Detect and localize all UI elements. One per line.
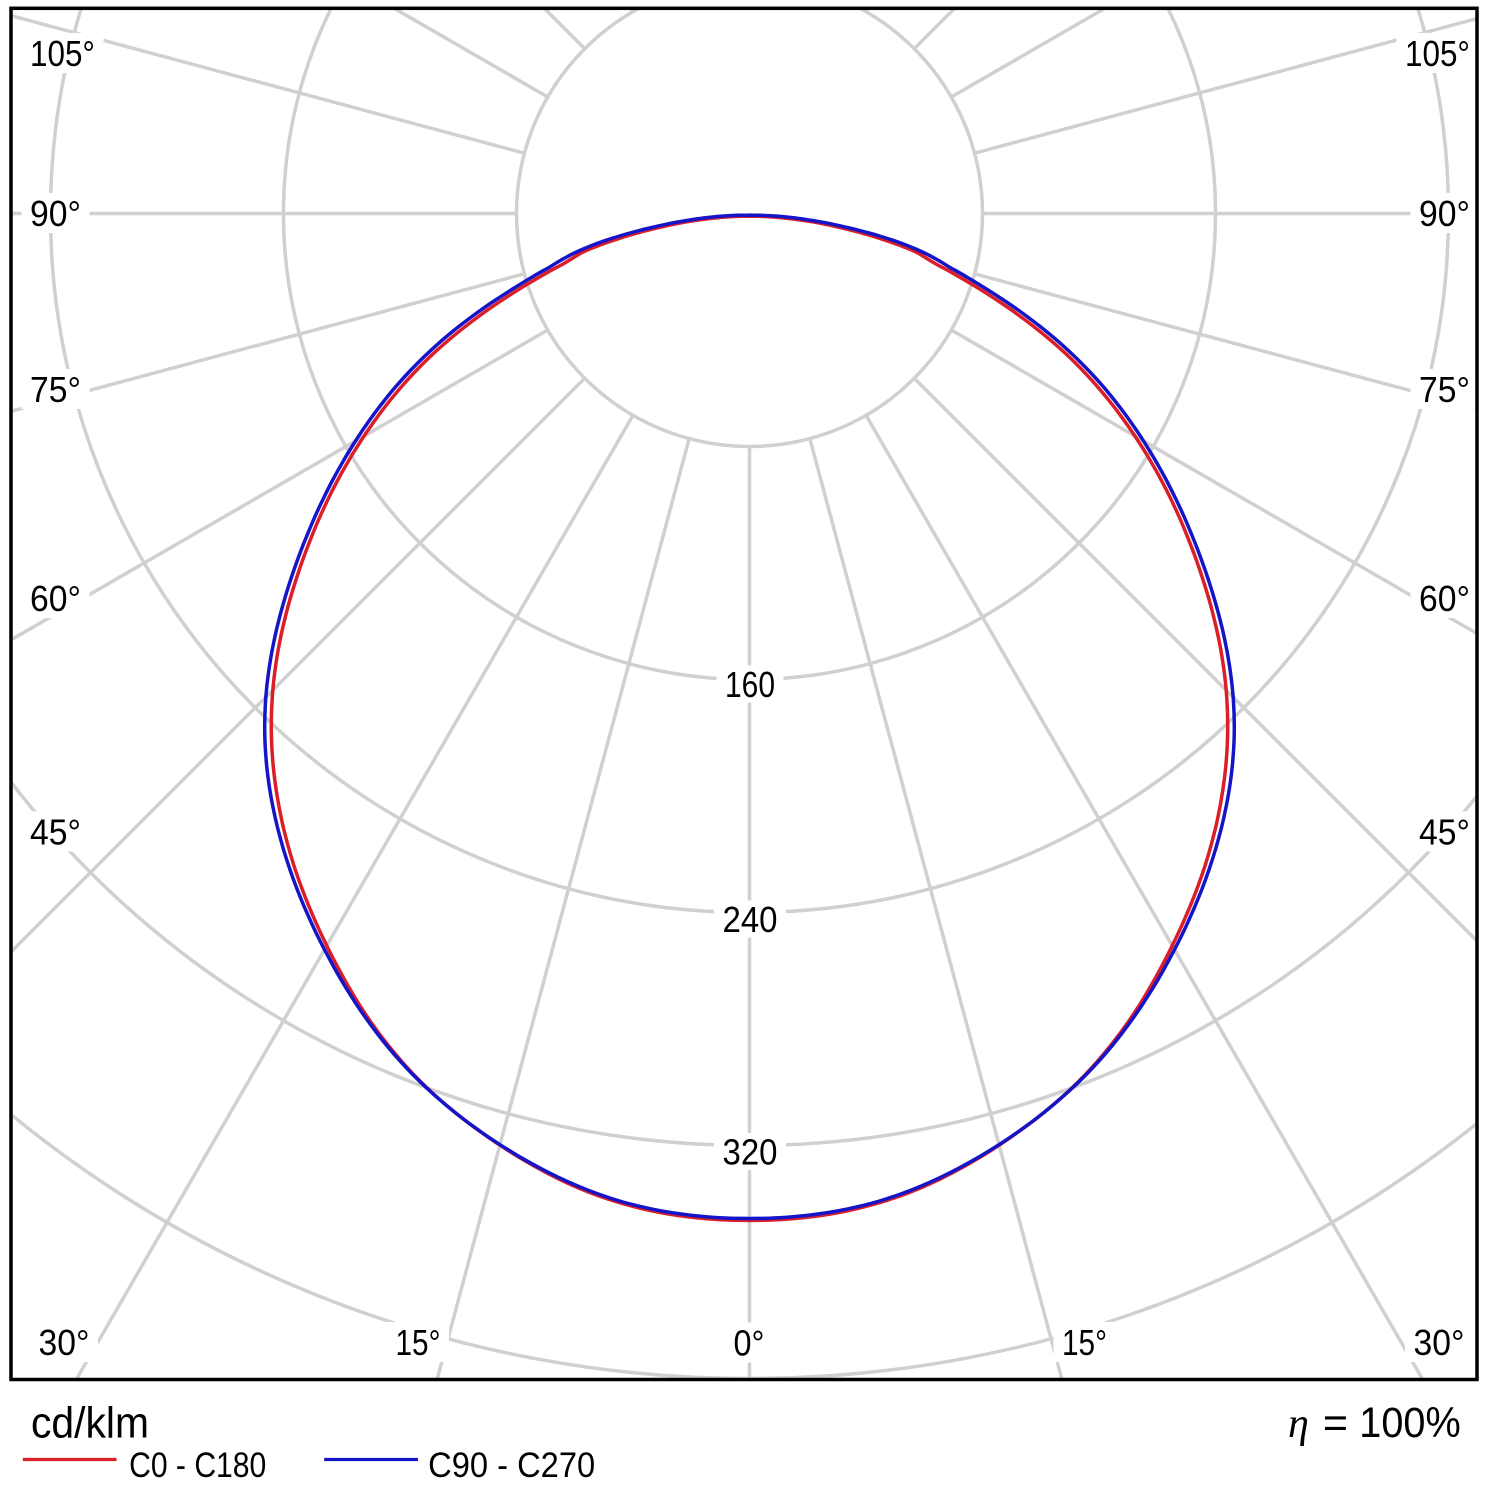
svg-text:100%: 100%: [1359, 1399, 1460, 1447]
svg-text:90°: 90°: [30, 193, 81, 234]
svg-text:45°: 45°: [30, 812, 81, 853]
svg-text:30°: 30°: [1414, 1322, 1465, 1363]
svg-text:C0 - C180: C0 - C180: [129, 1446, 266, 1485]
svg-text:η: η: [1288, 1401, 1309, 1447]
svg-text:C90 - C270: C90 - C270: [428, 1446, 595, 1485]
svg-text:105°: 105°: [30, 33, 95, 74]
svg-text:75°: 75°: [1419, 369, 1470, 410]
svg-text:320: 320: [723, 1132, 778, 1173]
svg-text:60°: 60°: [30, 578, 81, 619]
svg-text:45°: 45°: [1419, 812, 1470, 853]
svg-text:75°: 75°: [30, 369, 81, 410]
svg-text:60°: 60°: [1419, 578, 1470, 619]
svg-text:=: =: [1323, 1399, 1348, 1447]
svg-text:15°: 15°: [396, 1322, 441, 1363]
svg-text:90°: 90°: [1419, 193, 1470, 234]
svg-text:240: 240: [723, 899, 778, 940]
svg-text:30°: 30°: [39, 1322, 90, 1363]
svg-text:105°: 105°: [1405, 33, 1470, 74]
svg-text:cd/klm: cd/klm: [31, 1398, 149, 1447]
svg-text:160: 160: [725, 664, 775, 705]
svg-text:0°: 0°: [734, 1323, 765, 1364]
svg-text:15°: 15°: [1062, 1322, 1107, 1363]
